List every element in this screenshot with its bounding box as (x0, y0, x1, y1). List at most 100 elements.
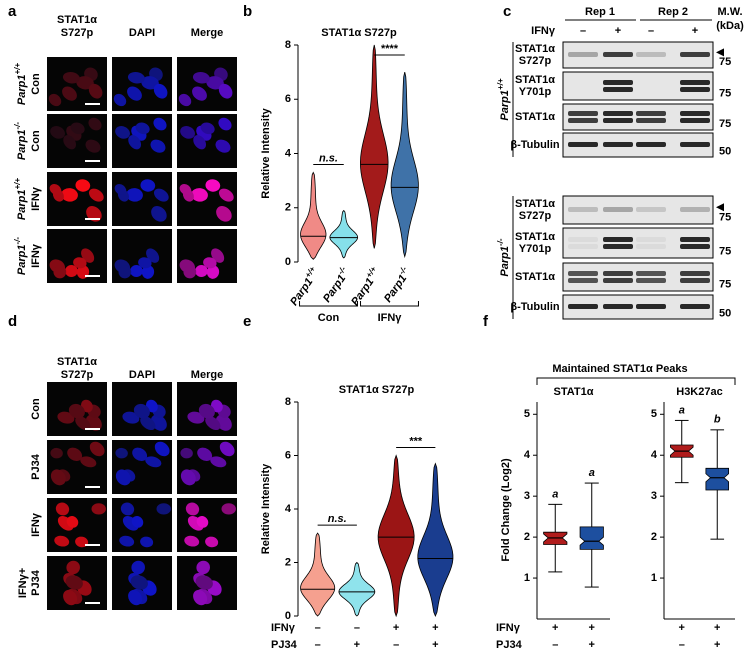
condition-label: PJ34 (496, 639, 523, 651)
significance-label: *** (409, 435, 423, 447)
blot (562, 195, 714, 225)
nucleus (133, 403, 150, 419)
y-tick-label: 1 (524, 572, 530, 584)
violin (329, 209, 359, 259)
nucleus (131, 515, 144, 528)
genotype-name: Parp1 (16, 190, 28, 221)
row-label: IFNγ (30, 243, 42, 268)
sign: + (615, 25, 621, 37)
nucleus (140, 416, 156, 431)
band (603, 111, 633, 116)
nucleus (138, 257, 152, 269)
genotype-label: Parp1+/+ (13, 63, 28, 105)
y-tick-label: 5 (651, 408, 657, 420)
nucleus (193, 589, 208, 606)
nucleus (153, 83, 168, 99)
band (680, 52, 710, 57)
x-tick-label: Parp1+/+ (346, 264, 383, 308)
nucleus (57, 411, 75, 424)
nucleus (113, 93, 127, 107)
violin (300, 532, 336, 617)
sign: – (552, 639, 558, 651)
band (603, 142, 633, 147)
band (603, 304, 633, 309)
band (680, 207, 710, 212)
violin (338, 561, 376, 617)
y-axis-label: Relative Intensity (260, 463, 272, 554)
nucleus (197, 447, 213, 462)
box (705, 467, 730, 491)
column-header: DAPI (129, 27, 155, 39)
violin (359, 44, 389, 249)
nucleus (210, 456, 227, 468)
band (603, 207, 633, 212)
nucleus (88, 83, 103, 99)
nucleus (118, 265, 132, 279)
band-arrow (716, 48, 724, 57)
band (636, 87, 666, 92)
nucleus (49, 183, 62, 195)
chart-title: STAT1α S727p (321, 27, 397, 39)
genotype-name: Parp1 (499, 90, 511, 121)
sign: – (679, 639, 685, 651)
row-label: Con (30, 398, 42, 420)
nucleus (180, 126, 195, 139)
violin (417, 462, 454, 618)
significance-letter: a (679, 404, 685, 416)
y-tick-label: 2 (285, 556, 291, 568)
mw-label: 50 (719, 146, 731, 158)
condition-label: IFNγ (271, 622, 296, 634)
nucleus (178, 93, 192, 107)
nucleus (75, 179, 91, 192)
nucleus (141, 76, 159, 90)
genotype-superscript: -/- (397, 264, 409, 276)
mw-label: 75 (719, 212, 731, 224)
nucleus (150, 139, 166, 153)
nucleus (132, 447, 148, 462)
significance-label: **** (381, 43, 399, 55)
mw-label: 75 (719, 56, 731, 68)
genotype-label: Parp1-/- (13, 237, 28, 275)
panel-letter: b (243, 3, 252, 20)
sign: + (432, 622, 438, 634)
sign: + (432, 639, 438, 651)
column-header: Merge (191, 369, 223, 381)
band (568, 87, 598, 92)
nucleus (206, 76, 224, 90)
nucleus (215, 139, 231, 153)
nucleus (179, 183, 192, 195)
genotype-name: Parp1 (321, 273, 348, 305)
x-tick-label: Parp1-/- (318, 264, 353, 304)
nucleus (48, 93, 62, 107)
band (680, 244, 710, 249)
violin (377, 454, 415, 618)
nucleus (180, 447, 193, 459)
band (680, 80, 710, 85)
nucleus (195, 265, 208, 277)
band (636, 278, 666, 283)
nucleus (88, 117, 102, 131)
mw-label: 75 (719, 279, 731, 291)
y-tick-label: 2 (524, 531, 530, 543)
genotype-name: Parp1 (16, 244, 28, 275)
genotype-superscript: -/- (13, 237, 22, 245)
band (568, 304, 598, 309)
band (636, 80, 666, 85)
nucleus (200, 122, 215, 135)
band (680, 87, 710, 92)
nucleus (183, 265, 197, 279)
nucleus (141, 265, 155, 279)
sign: + (589, 639, 595, 651)
column-header: S727p (61, 369, 94, 381)
genotype-name: Parp1 (382, 273, 409, 305)
nucleus (195, 575, 213, 590)
band (680, 118, 710, 123)
band (568, 111, 598, 116)
nucleus (191, 188, 208, 202)
genotype-name: Parp1 (16, 129, 28, 160)
sign: – (580, 25, 586, 37)
column-header: DAPI (129, 369, 155, 381)
nucleus (55, 502, 70, 516)
band (636, 304, 666, 309)
y-axis-label: Fold Change (Log2) (500, 458, 512, 562)
